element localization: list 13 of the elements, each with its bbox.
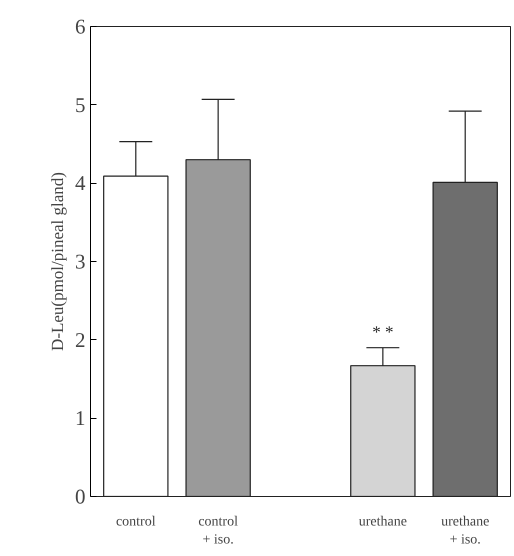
x-tick-label: urethane + iso. (441, 514, 490, 548)
y-tick-label: 0 (75, 484, 86, 508)
x-tick-label: control (116, 514, 156, 530)
y-tick-label: 6 (75, 14, 86, 38)
annotation: * * (372, 322, 394, 342)
x-tick-label: control + iso. (198, 514, 238, 548)
y-tick-label: 4 (75, 171, 86, 196)
y-tick-label: 3 (75, 250, 86, 274)
y-tick-label: 5 (75, 92, 86, 117)
y-axis-title: D-Leu(pmol/pineal gland) (48, 172, 67, 351)
y-tick-label: 1 (75, 406, 86, 430)
y-tick-label: 2 (75, 328, 86, 352)
x-tick-label: urethane (358, 514, 407, 530)
